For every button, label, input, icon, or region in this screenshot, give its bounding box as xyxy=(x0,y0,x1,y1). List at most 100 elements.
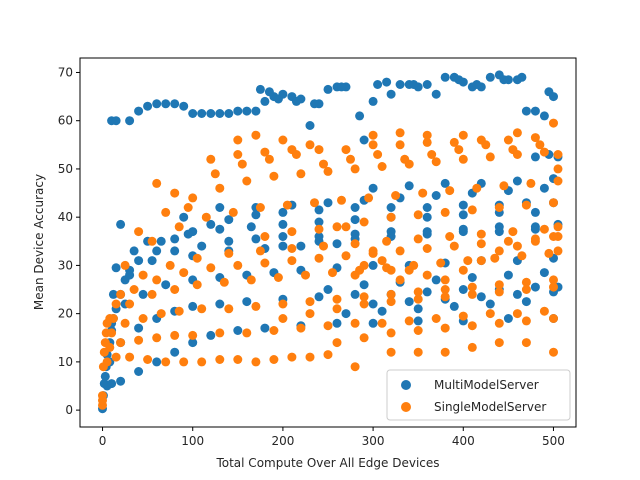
data-point xyxy=(521,277,531,287)
data-point xyxy=(134,256,144,266)
data-point xyxy=(278,207,288,217)
data-point xyxy=(179,212,189,222)
y-tick-label: 10 xyxy=(58,355,73,369)
data-point xyxy=(386,289,396,299)
legend-marker-multimodelserver xyxy=(401,380,411,390)
data-point xyxy=(233,260,243,270)
data-point xyxy=(476,256,486,266)
data-point xyxy=(323,321,333,331)
data-point xyxy=(549,347,558,357)
data-point xyxy=(197,357,207,367)
data-point xyxy=(287,256,297,266)
data-point xyxy=(373,150,383,159)
data-point xyxy=(269,171,279,181)
data-point xyxy=(287,227,297,237)
data-point xyxy=(539,111,549,121)
data-point xyxy=(152,178,162,188)
data-point xyxy=(152,333,162,343)
data-point xyxy=(494,338,504,348)
data-point xyxy=(530,152,540,162)
data-point xyxy=(269,355,279,364)
data-point xyxy=(215,203,225,212)
data-point xyxy=(458,154,468,164)
y-tick-label: 70 xyxy=(58,65,73,79)
data-point xyxy=(264,87,274,97)
data-point xyxy=(503,135,513,145)
data-point xyxy=(111,116,121,126)
data-point xyxy=(170,285,180,294)
data-point xyxy=(449,241,459,251)
data-point xyxy=(350,215,360,225)
data-point xyxy=(215,328,225,338)
data-point xyxy=(152,275,162,285)
data-point xyxy=(183,229,193,239)
data-point xyxy=(530,224,540,234)
data-point xyxy=(224,215,234,225)
data-point xyxy=(485,72,495,82)
data-point xyxy=(305,352,315,362)
data-point xyxy=(260,232,270,241)
data-point xyxy=(255,246,265,256)
data-point xyxy=(129,285,139,294)
data-point xyxy=(206,263,216,273)
data-point xyxy=(368,140,378,150)
data-point xyxy=(134,335,144,345)
data-point xyxy=(291,150,301,159)
data-point xyxy=(233,150,243,159)
data-point xyxy=(170,246,180,256)
data-point xyxy=(549,198,558,208)
data-point xyxy=(458,227,468,237)
data-point xyxy=(206,109,216,118)
data-point xyxy=(440,275,450,285)
data-point xyxy=(499,75,509,85)
data-point xyxy=(512,128,522,138)
data-point xyxy=(332,338,342,348)
data-point xyxy=(147,289,157,299)
data-point xyxy=(120,318,130,328)
data-point xyxy=(368,260,378,270)
data-point xyxy=(156,236,166,246)
y-tick-label: 60 xyxy=(58,114,73,128)
data-point xyxy=(368,183,378,193)
data-point xyxy=(530,207,540,217)
data-point xyxy=(251,130,261,140)
data-point xyxy=(539,147,549,157)
data-point xyxy=(152,357,162,367)
data-point xyxy=(512,309,522,319)
data-point xyxy=(287,244,297,253)
data-point xyxy=(359,135,369,145)
data-point xyxy=(485,299,495,309)
data-point xyxy=(174,222,184,232)
data-point xyxy=(332,222,342,232)
data-point xyxy=(125,299,135,309)
data-point xyxy=(458,285,468,294)
data-point xyxy=(278,314,288,323)
data-point xyxy=(530,282,540,292)
data-point xyxy=(494,227,504,237)
data-point xyxy=(246,222,256,232)
data-point xyxy=(395,128,405,138)
axes-frame xyxy=(79,57,577,428)
data-point xyxy=(134,227,144,237)
data-point xyxy=(310,198,319,208)
data-point xyxy=(116,289,126,299)
data-point xyxy=(179,357,189,367)
data-point xyxy=(125,270,135,280)
data-point xyxy=(100,371,110,381)
data-point xyxy=(476,292,486,302)
data-point xyxy=(449,301,459,311)
data-point xyxy=(413,304,423,314)
data-point xyxy=(278,241,288,251)
data-point xyxy=(413,287,423,297)
data-point xyxy=(521,200,531,210)
data-point xyxy=(481,140,491,150)
data-point xyxy=(467,342,477,352)
data-point xyxy=(332,304,342,314)
data-point xyxy=(341,222,351,232)
data-point xyxy=(197,304,207,314)
data-point xyxy=(458,210,468,220)
data-point xyxy=(445,186,455,196)
data-point xyxy=(386,89,396,99)
data-point xyxy=(111,352,121,362)
x-tick-label: 500 xyxy=(542,434,565,448)
